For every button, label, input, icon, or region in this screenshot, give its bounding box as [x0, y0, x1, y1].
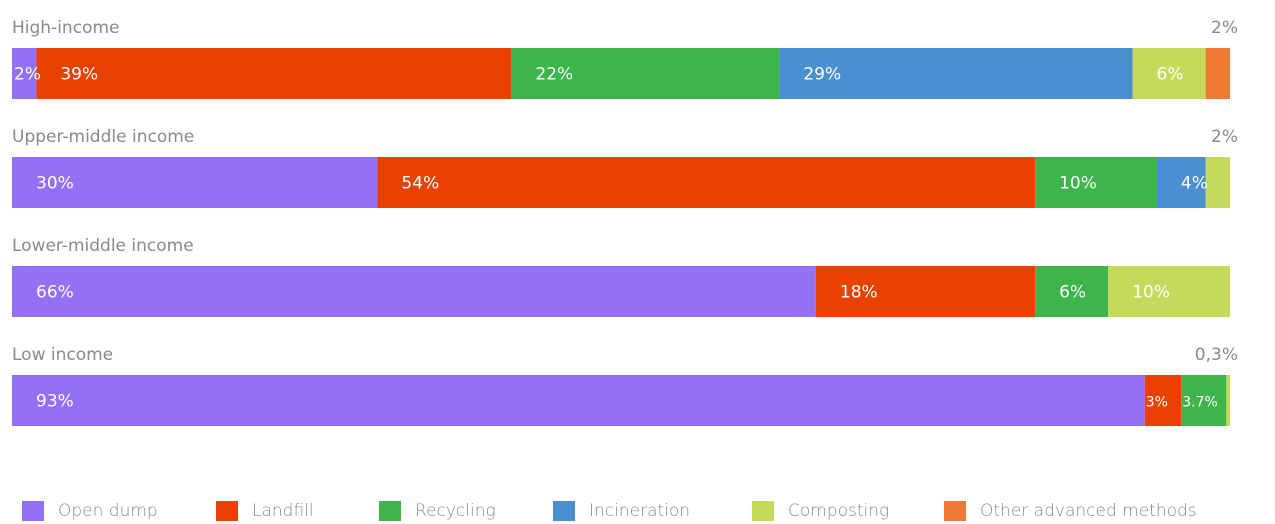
bar-row-low-income: Low income 93% 3% 3.7% 0,3% [12, 345, 1238, 426]
bar-row-lower-middle-income: Lower-middle income 66% 18% 6% 10% [12, 236, 1230, 317]
data-label-lower-middle-income-recycling: 6% [1059, 283, 1086, 303]
legend-swatch-recycling [379, 501, 401, 521]
bar-segment-high-income-incineration [779, 48, 1133, 99]
legend-swatch-landfill [216, 501, 238, 521]
data-label-upper-middle-income-incineration: 4% [1181, 174, 1208, 194]
bar-segment-upper-middle-income-incineration [1156, 157, 1206, 208]
legend-label-recycling: Recycling [415, 501, 496, 521]
data-label-lower-middle-income-open-dump: 66% [36, 283, 74, 303]
data-label-high-income-incineration: 29% [803, 65, 841, 85]
data-label-lower-middle-income-landfill: 18% [840, 283, 878, 303]
data-label-high-income-other-advanced-methods: 2% [1211, 18, 1238, 38]
legend-label-incineration: Incineration [589, 501, 691, 521]
bar-segment-lower-middle-income-open-dump [12, 266, 816, 317]
data-label-high-income-composting: 6% [1157, 65, 1184, 85]
bar-segment-upper-middle-income-recycling [1035, 157, 1157, 208]
category-label-lower-middle-income: Lower-middle income [12, 236, 194, 256]
legend-swatch-open-dump [22, 501, 44, 521]
bar-segment-upper-middle-income-composting [1205, 157, 1230, 208]
legend-swatch-other-advanced-methods [944, 501, 966, 521]
data-label-low-income-recycling: 3.7% [1182, 395, 1218, 411]
bar-segment-high-income-landfill [36, 48, 512, 99]
data-label-low-income-open-dump: 93% [36, 392, 74, 412]
bar-segment-lower-middle-income-recycling [1035, 266, 1109, 317]
category-label-low-income: Low income [12, 345, 113, 365]
legend-label-open-dump: Open dump [58, 501, 158, 521]
data-label-high-income-landfill: 39% [60, 65, 98, 85]
bar-segment-high-income-open-dump [12, 48, 37, 99]
data-label-upper-middle-income-landfill: 54% [401, 174, 439, 194]
bar-segment-low-income-landfill [1144, 375, 1182, 426]
chart-legend: Open dump Landfill Recycling Incineratio… [22, 498, 1272, 524]
bar-segment-lower-middle-income-landfill [815, 266, 1036, 317]
bar-segment-high-income-other-advanced-methods [1205, 48, 1230, 99]
bar-segment-lower-middle-income-composting [1108, 266, 1230, 317]
data-label-high-income-recycling: 22% [535, 65, 573, 85]
data-label-upper-middle-income-open-dump: 30% [36, 174, 74, 194]
bar-segment-low-income-composting [1226, 375, 1230, 426]
legend-label-composting: Composting [788, 501, 890, 521]
bar-segment-low-income-recycling [1181, 375, 1227, 426]
data-label-high-income-open-dump: 2% [14, 65, 41, 85]
legend-swatch-incineration [553, 501, 575, 521]
bar-segment-upper-middle-income-open-dump [12, 157, 378, 208]
legend-label-other-advanced-methods: Other advanced methods [980, 501, 1197, 521]
legend-swatch-composting [752, 501, 774, 521]
category-label-upper-middle-income: Upper-middle income [12, 127, 194, 147]
data-label-low-income-composting: 0,3% [1195, 345, 1238, 365]
bar-segment-high-income-recycling [511, 48, 780, 99]
category-label-high-income: High-income [12, 18, 119, 38]
bar-row-high-income: High-income 2% 39% 22% 29% 6% 2% [12, 18, 1238, 99]
bar-segment-low-income-open-dump [12, 375, 1145, 426]
data-label-lower-middle-income-composting: 10% [1132, 283, 1170, 303]
data-label-upper-middle-income-composting: 2% [1211, 127, 1238, 147]
bar-segment-high-income-composting [1132, 48, 1206, 99]
data-label-low-income-landfill: 3% [1146, 395, 1168, 411]
data-label-upper-middle-income-recycling: 10% [1059, 174, 1097, 194]
bar-row-upper-middle-income: Upper-middle income 30% 54% 10% 4% 2% [12, 127, 1238, 208]
legend-label-landfill: Landfill [252, 501, 314, 521]
bar-segment-upper-middle-income-landfill [377, 157, 1036, 208]
